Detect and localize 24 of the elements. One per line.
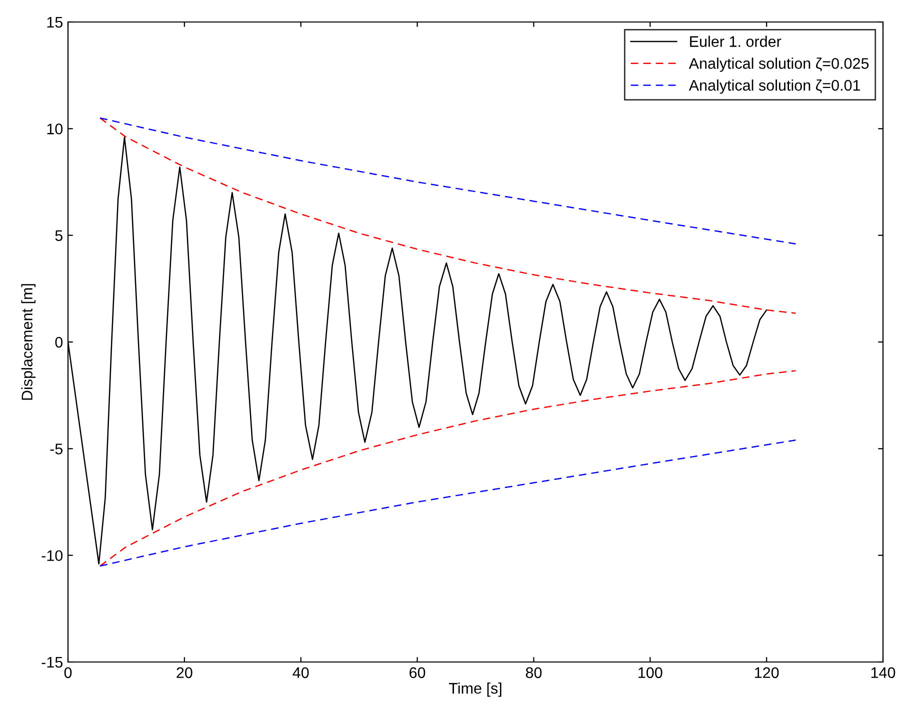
y-tick-label: -10 [42,550,63,562]
x-tick-label: 80 [526,667,542,678]
y-tick-label: 0 [55,336,63,348]
x-tick-label: 100 [638,667,662,678]
line-series [99,117,796,244]
y-axis-title: Displacement [m] [21,284,36,400]
line-series [99,117,796,314]
legend-label: Analytical solution ζ=0.025 [688,58,869,72]
x-tick-label: 0 [64,667,72,678]
y-tick-label: 10 [47,124,63,134]
legend-label: Analytical solution ζ=0.01 [688,80,860,94]
x-tick-label: 120 [754,667,779,678]
x-tick-label: 20 [176,667,192,678]
x-axis-title: Time [s] [448,682,502,697]
y-tick-label: -15 [42,657,62,668]
y-tick-label: 15 [47,17,62,28]
y-tick-label: -5 [50,444,62,454]
x-tick-label: 140 [871,667,896,678]
y-tick-label: 5 [55,230,62,242]
line-series [99,440,796,567]
legend-label: Euler 1. order [690,36,782,47]
x-tick-label: 60 [410,667,426,678]
x-tick-label: 40 [292,667,309,678]
line-series [99,370,796,567]
